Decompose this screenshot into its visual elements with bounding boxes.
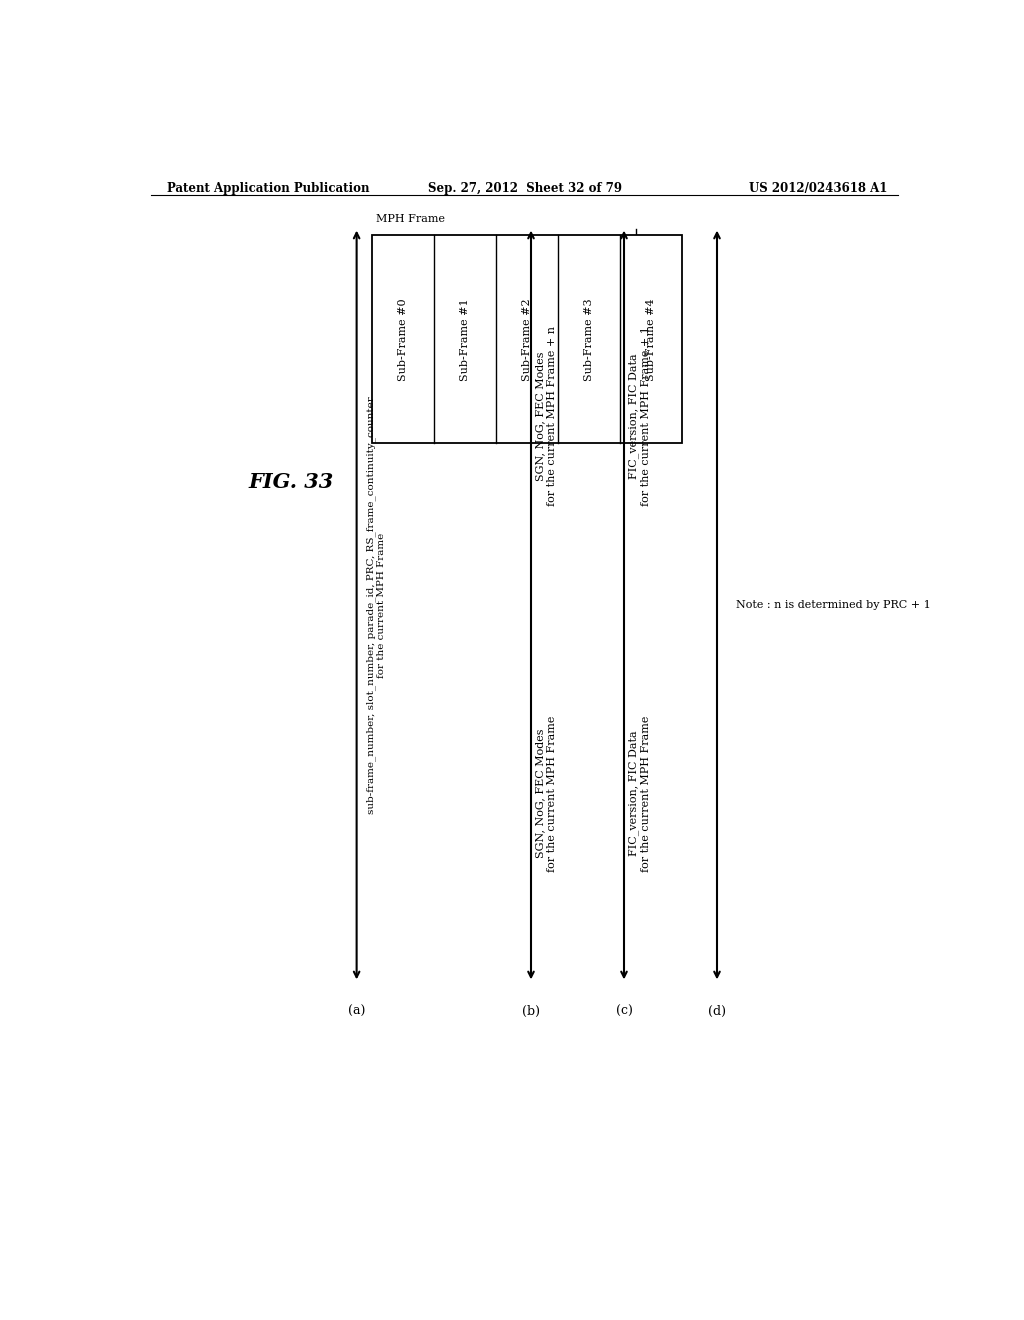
Text: Sub-Frame #4: Sub-Frame #4 [646,298,656,380]
Bar [372,235,682,444]
Text: (b): (b) [522,1006,540,1019]
Text: US 2012/0243618 A1: US 2012/0243618 A1 [750,182,888,194]
Text: FIC_version, FIC Data
for the current MPH Frame + 1: FIC_version, FIC Data for the current MP… [629,326,650,507]
Text: Sub-Frame #1: Sub-Frame #1 [460,298,470,380]
Text: Patent Application Publication: Patent Application Publication [167,182,370,194]
Text: (d): (d) [708,1006,726,1019]
Text: Sep. 27, 2012  Sheet 32 of 79: Sep. 27, 2012 Sheet 32 of 79 [428,182,622,194]
Text: Sub-Frame #2: Sub-Frame #2 [522,298,532,380]
Text: SGN, NoG, FEC Modes
for the current MPH Frame: SGN, NoG, FEC Modes for the current MPH … [536,715,557,871]
Text: Sub-Frame #3: Sub-Frame #3 [584,298,594,380]
Text: Sub-Frame #0: Sub-Frame #0 [398,298,409,380]
Text: FIG. 33: FIG. 33 [248,471,334,492]
Text: FIC_version, FIC Data
for the current MPH Frame: FIC_version, FIC Data for the current MP… [629,715,650,871]
Text: SGN, NoG, FEC Modes
for the current MPH Frame + n: SGN, NoG, FEC Modes for the current MPH … [536,326,557,507]
Text: MPH Frame: MPH Frame [376,214,445,224]
Text: (a): (a) [348,1006,366,1019]
Text: Note : n is determined by PRC + 1: Note : n is determined by PRC + 1 [736,601,931,610]
Text: (c): (c) [615,1006,633,1019]
Text: sub-frame_number, slot_number, parade_id, PRC, RS_frame_continuity_counter
for t: sub-frame_number, slot_number, parade_id… [366,396,386,814]
